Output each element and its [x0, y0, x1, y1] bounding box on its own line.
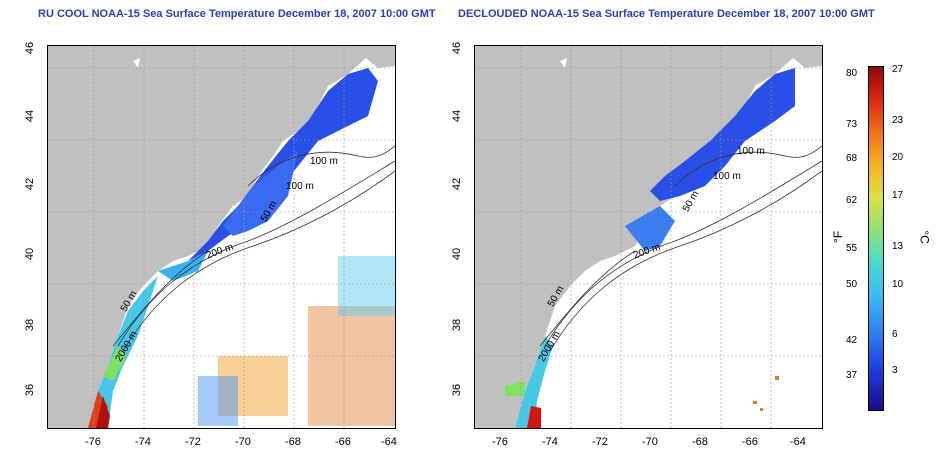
f-label: 73: [846, 119, 858, 130]
y-tick: 40: [451, 247, 463, 261]
y-tick: 36: [24, 383, 36, 397]
sst-coastal-warm: [515, 336, 553, 428]
y-tick: 44: [24, 109, 36, 123]
x-tick: -68: [285, 436, 301, 448]
left-map-svg: [48, 46, 395, 428]
x-tick: -70: [235, 436, 251, 448]
left-map-panel[interactable]: 100 m 100 m 50 m 200 m 50 m 2000 m: [47, 45, 396, 429]
c-label: 6: [892, 329, 898, 340]
sst-offshore-fragments: [753, 376, 779, 411]
x-tick: -76: [492, 436, 508, 448]
land-mass: [475, 46, 822, 428]
x-tick: -72: [185, 436, 201, 448]
contour-label-100a: 100 m: [310, 156, 338, 167]
celsius-unit: °C: [917, 230, 932, 244]
contour-label-100b: 100 m: [713, 171, 741, 182]
c-label: 10: [892, 279, 904, 290]
land-mass: [48, 46, 395, 428]
temperature-colorbar: [868, 66, 884, 411]
x-tick: -64: [790, 436, 806, 448]
f-label: 55: [846, 243, 858, 254]
c-label: 17: [892, 190, 904, 201]
c-label: 20: [892, 152, 904, 163]
fahrenheit-unit: °F: [831, 230, 846, 244]
x-tick: -74: [542, 436, 558, 448]
c-label: 23: [892, 115, 904, 126]
bathymetry-contours: [112, 145, 395, 352]
graticule: [475, 46, 822, 428]
x-tick: -68: [692, 436, 708, 448]
left-map-title: RU COOL NOAA-15 Sea Surface Temperature …: [38, 8, 436, 20]
f-label: 37: [846, 370, 858, 381]
y-tick: 38: [451, 318, 463, 332]
x-tick: -66: [742, 436, 758, 448]
x-tick: -74: [135, 436, 151, 448]
f-label: 80: [846, 68, 858, 79]
sst-offshore-noise: [198, 256, 395, 426]
x-tick: -70: [642, 436, 658, 448]
y-tick: 44: [451, 109, 463, 123]
y-tick: 46: [24, 41, 36, 55]
y-tick: 42: [451, 177, 463, 191]
f-label: 42: [846, 335, 858, 346]
right-map-panel[interactable]: 100 m 100 m 50 m 200 m 50 m 2000 m: [474, 45, 823, 429]
f-label: 50: [846, 279, 858, 290]
y-tick: 40: [24, 247, 36, 261]
sst-gulf-of-maine: [650, 68, 795, 201]
x-tick: -66: [335, 436, 351, 448]
bathymetry-contours: [539, 145, 822, 352]
x-tick: -64: [381, 436, 397, 448]
right-map-title: DECLOUDED NOAA-15 Sea Surface Temperatur…: [458, 8, 875, 20]
contour-label-100a: 100 m: [737, 146, 765, 157]
f-label: 62: [846, 195, 858, 206]
c-label: 27: [892, 64, 904, 75]
y-tick: 38: [24, 318, 36, 332]
x-tick: -72: [592, 436, 608, 448]
y-tick: 36: [451, 383, 463, 397]
y-tick: 46: [451, 41, 463, 55]
right-map-svg: [475, 46, 822, 428]
contour-label-100b: 100 m: [286, 181, 314, 192]
x-tick: -76: [85, 436, 101, 448]
c-label: 13: [892, 241, 904, 252]
f-label: 68: [846, 153, 858, 164]
c-label: 3: [892, 365, 898, 376]
y-tick: 42: [24, 177, 36, 191]
graticule: [48, 46, 395, 428]
